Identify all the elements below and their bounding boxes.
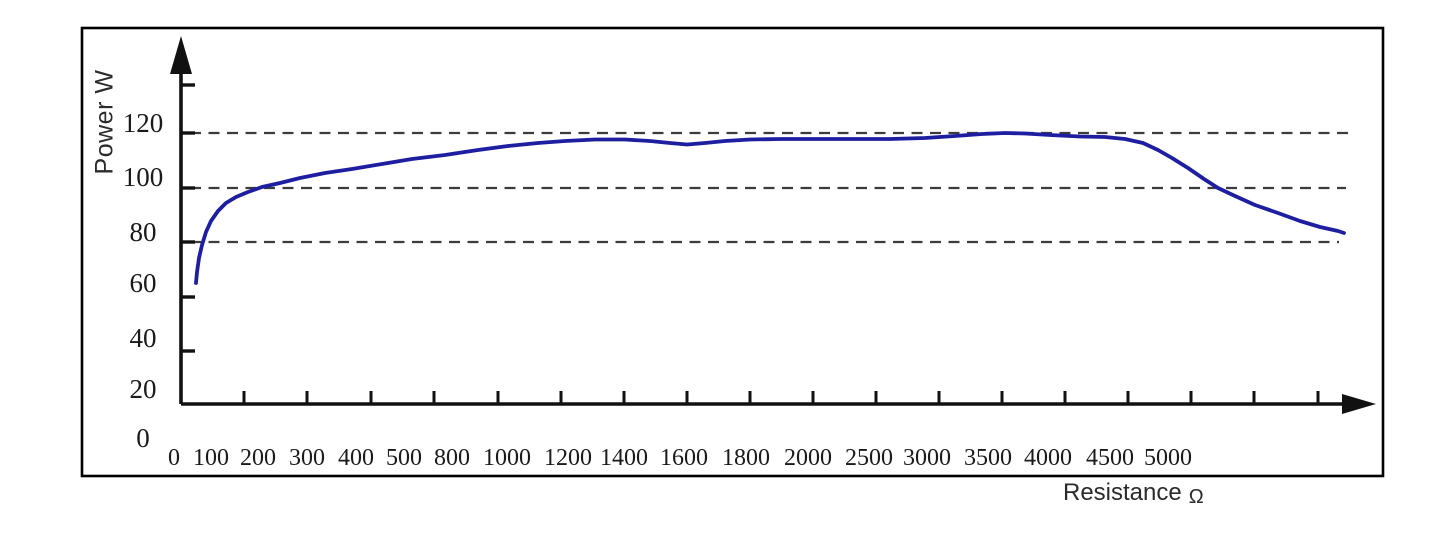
x-tick-label: 1000 [483, 445, 531, 471]
y-tick-label: 100 [123, 162, 164, 192]
x-tick-label: 300 [289, 445, 325, 471]
x-tick-label: 5000 [1144, 445, 1192, 471]
x-axis-title: Resistance Ω [1063, 479, 1204, 508]
x-axis-unit-omega: Ω [1188, 486, 1204, 508]
x-tick-label: 200 [240, 445, 276, 471]
y-tick-label: 0 [136, 423, 150, 453]
x-axis-title-text: Resistance [1063, 479, 1182, 506]
y-axis-title: Power W [90, 69, 119, 175]
power-curve [194, 131, 1346, 285]
x-tick-label: 2500 [845, 445, 893, 471]
y-axis-arrowhead-icon [170, 36, 192, 74]
x-tick-label: 100 [193, 445, 229, 471]
x-tick-label: 1800 [722, 445, 770, 471]
y-tick-label: 20 [130, 374, 157, 404]
x-tick-label: 800 [434, 445, 470, 471]
y-tick-label: 120 [123, 108, 164, 138]
x-tick-label: 3000 [903, 445, 951, 471]
x-tick-label: 3500 [964, 445, 1012, 471]
y-tick-label: 80 [130, 217, 157, 247]
plot-border [80, 26, 1385, 478]
y-tick-label: 60 [130, 268, 157, 298]
x-tick-label: 1600 [660, 445, 708, 471]
x-tick-label: 2000 [784, 445, 832, 471]
x-tick-label: 4000 [1024, 445, 1072, 471]
x-tick-label: 1200 [544, 445, 592, 471]
x-axis-arrowhead-icon [1342, 394, 1376, 414]
x-tick-label: 4500 [1086, 445, 1134, 471]
x-tick-label: 0 [168, 445, 180, 471]
x-tick-label: 1400 [600, 445, 648, 471]
x-tick-label: 500 [386, 445, 422, 471]
y-tick-label: 40 [130, 323, 157, 353]
x-tick-label: 400 [338, 445, 374, 471]
